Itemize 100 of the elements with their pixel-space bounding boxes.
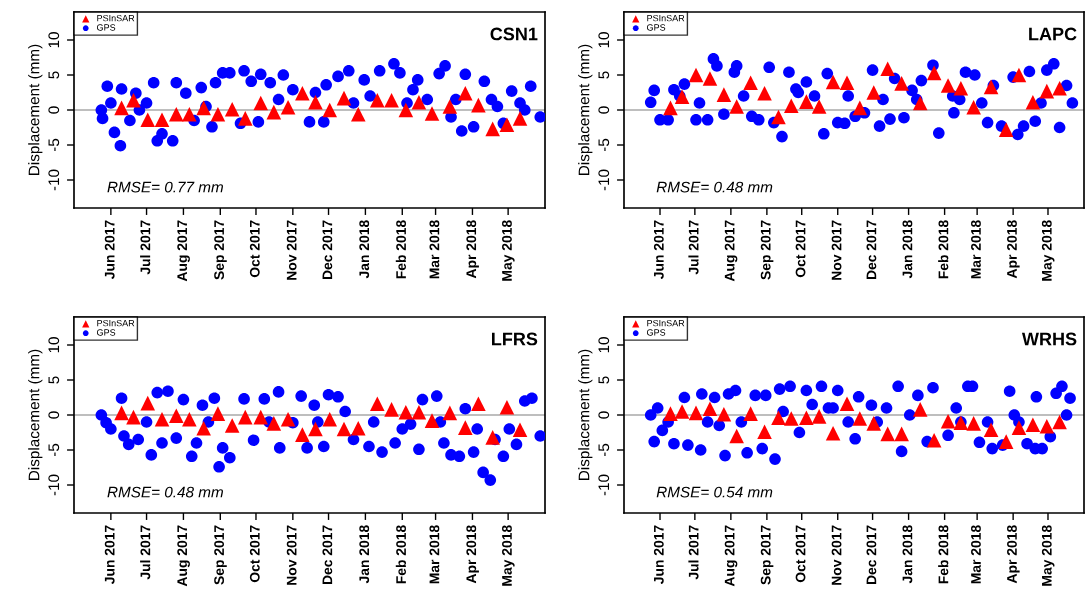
point: [350, 106, 366, 122]
x-tick-label: Jan 2018: [359, 220, 370, 279]
legend-label: PSInSAR: [97, 319, 135, 327]
point: [471, 396, 486, 412]
x-tick-label: Apr 2018: [1007, 220, 1020, 279]
x-tick-label: Mar 2018: [429, 220, 440, 279]
point: [196, 100, 211, 116]
point: [743, 406, 758, 421]
x-tick-label: Aug 2017: [724, 220, 738, 282]
point: [783, 98, 799, 114]
point: [280, 99, 296, 115]
point: [743, 75, 758, 90]
x-tick-label: Nov 2017: [286, 220, 297, 280]
x-tick-label: Nov 2017: [831, 525, 842, 585]
point: [442, 405, 458, 421]
x-tick-label: Jan 2018: [902, 220, 913, 279]
x-tick-label: Oct 2017: [249, 220, 260, 278]
y-tick-label: 0: [48, 106, 60, 114]
legend-label: PSInSAR: [97, 14, 135, 22]
point: [384, 92, 399, 108]
point: [140, 395, 156, 411]
point: [1011, 67, 1027, 83]
point: [702, 71, 718, 86]
point: [336, 421, 352, 437]
x-tick-label: Jan 2018: [359, 525, 370, 584]
y-tick-label: 5: [48, 376, 60, 384]
point: [866, 85, 882, 100]
point: [398, 102, 414, 118]
point: [114, 100, 129, 116]
y-tick-label: 10: [48, 32, 60, 48]
y-tick-label: -10: [598, 474, 610, 496]
point: [811, 99, 827, 114]
x-tick-label: May 2018: [502, 525, 515, 586]
point: [983, 422, 999, 437]
y-tick-label: 0: [598, 106, 610, 114]
point: [1039, 418, 1055, 434]
point: [322, 102, 337, 118]
text: WRHS: [1021, 332, 1077, 346]
point: [688, 405, 704, 421]
point: [729, 428, 744, 444]
point: [1025, 417, 1041, 433]
y-tick-label: -5: [48, 138, 60, 152]
x-tick-label: Jan 2018: [902, 525, 913, 584]
point: [940, 78, 956, 93]
x-tick-label: May 2018: [1041, 220, 1055, 281]
annotation: RMSE= 0.48 mm: [107, 486, 223, 498]
point: [237, 111, 253, 126]
point: [940, 414, 956, 429]
annotation: RMSE= 0.54 mm: [656, 486, 773, 498]
point: [1025, 95, 1041, 110]
point: [1052, 81, 1067, 96]
point: [210, 106, 226, 122]
point: [442, 99, 458, 114]
point: [384, 402, 399, 417]
point: [1052, 414, 1067, 430]
y-tick-label: 0: [48, 411, 60, 419]
point: [512, 422, 528, 437]
point: [674, 404, 690, 419]
point: [702, 401, 718, 416]
point: [1011, 420, 1027, 435]
point: [485, 121, 500, 137]
point: [771, 410, 786, 426]
point: [852, 100, 868, 116]
annotation: RMSE= 0.48 mm: [656, 181, 773, 193]
legend-label: GPS: [97, 24, 116, 31]
legend-label: PSInSAR: [647, 319, 685, 327]
text: LFRS: [492, 332, 538, 346]
point: [998, 434, 1014, 449]
point: [280, 411, 296, 427]
point: [688, 67, 704, 83]
point: [953, 81, 969, 96]
x-tick-label: Aug 2017: [177, 220, 190, 282]
point: [966, 99, 981, 115]
x-tick-label: Jul 2017: [140, 525, 151, 580]
x-tick-label: Feb 2018: [395, 220, 406, 279]
point: [237, 409, 253, 425]
x-tick-label: Mar 2018: [429, 525, 440, 584]
x-tick-label: Feb 2018: [395, 525, 406, 584]
point: [926, 65, 942, 81]
point: [370, 92, 385, 108]
point: [458, 85, 473, 101]
point: [266, 104, 282, 120]
point: [866, 416, 882, 431]
point: [771, 109, 786, 125]
point: [308, 421, 323, 437]
point: [253, 409, 269, 425]
y-tick-label: -5: [598, 138, 610, 152]
y-tick-label: 5: [598, 376, 610, 384]
y-tick-label: -10: [48, 474, 60, 496]
x-tick-label: Mar 2018: [971, 525, 981, 584]
point: [253, 95, 269, 111]
x-tick-label: Sep 2017: [760, 220, 774, 280]
x-tick-label: Apr 2018: [466, 220, 479, 279]
point: [210, 406, 226, 421]
point: [424, 106, 440, 121]
point: [182, 411, 197, 427]
y-tick-label: 0: [598, 411, 610, 419]
point: [674, 89, 690, 104]
point: [114, 405, 129, 421]
point: [912, 95, 928, 111]
